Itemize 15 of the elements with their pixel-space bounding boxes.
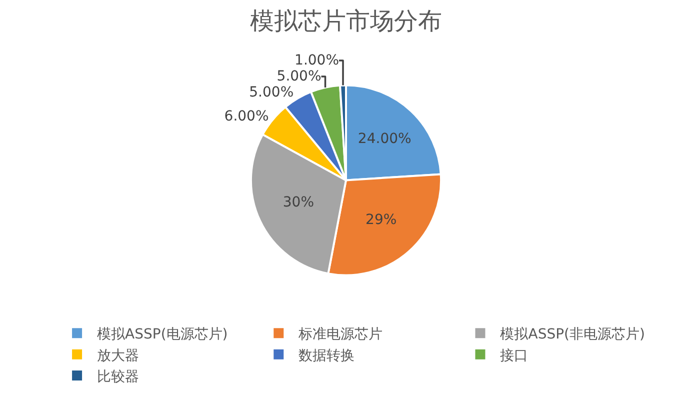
data-label: 1.00% [294,52,340,69]
legend-label: 数据转换 [298,348,355,364]
legend-label: 模拟ASSP(非电源芯片) [500,326,645,343]
legend-label: 标准电源芯片 [298,326,383,343]
legend-label: 放大器 [97,348,140,364]
data-label: 29% [366,212,397,228]
legend-label: 模拟ASSP(电源芯片) [97,326,228,343]
data-label: 5.00% [276,68,322,85]
data-label: 24.00% [358,131,412,148]
legend-label: 比较器 [97,368,140,385]
data-label: 6.00% [224,108,269,124]
legend-label: 接口 [500,348,528,364]
chart-title: 模拟芯片市场分布 [250,7,442,36]
data-label: 30% [282,194,314,211]
data-label: 5.00% [249,84,294,101]
